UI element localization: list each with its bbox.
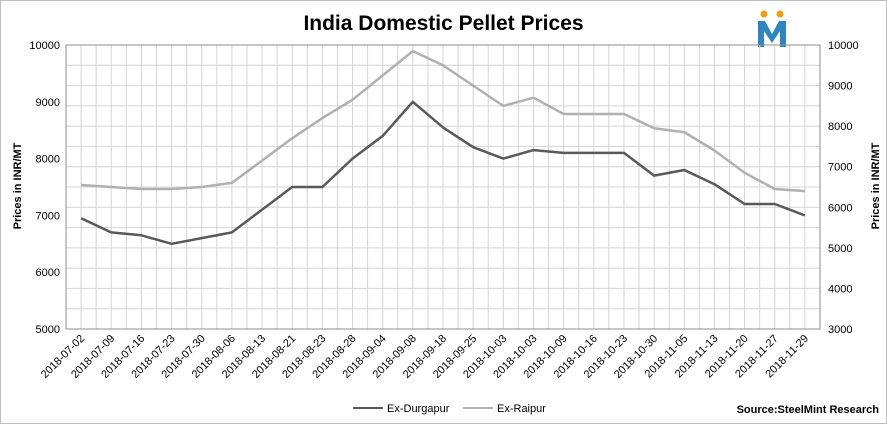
grid-layer xyxy=(65,44,821,330)
y-tick-label-left: 6000 xyxy=(36,267,60,279)
y-tick-label-left: 7000 xyxy=(36,210,60,222)
y-tick-label-right: 3000 xyxy=(828,324,852,336)
y-axis-label-left: Prices in INR/MT xyxy=(12,142,24,229)
steelmint-logo xyxy=(758,10,786,47)
series-line-ex-durgapur xyxy=(80,100,806,246)
y-tick-label-right: 9000 xyxy=(828,81,852,93)
axis-layer: 5000 6000 7000 8000 9000 10000 3000 4000 5000 600… xyxy=(29,40,858,381)
y-tick-label-right: 8000 xyxy=(828,121,852,133)
legend-label-raipur: Ex-Raipur xyxy=(497,403,546,415)
y-tick-label-right: 6000 xyxy=(828,202,852,214)
y-tick-label-right: 7000 xyxy=(828,162,852,174)
source-note: Source:SteelMint Research xyxy=(736,404,879,416)
chart-title: India Domestic Pellet Prices xyxy=(303,12,584,35)
series-layer xyxy=(80,49,806,246)
y-tick-label-left: 9000 xyxy=(36,97,60,109)
plot-area xyxy=(65,44,821,330)
y-tick-label-left: 10000 xyxy=(29,40,60,52)
y-tick-label-left: 5000 xyxy=(36,324,60,336)
y-tick-label-right: 5000 xyxy=(828,243,852,255)
y-tick-label-right: 4000 xyxy=(828,283,852,295)
y-tick-label-left: 8000 xyxy=(36,154,60,166)
y-axis-label-right: Prices in INR/MT xyxy=(870,142,882,229)
legend: Ex-Durgapur Ex-Raipur xyxy=(353,403,546,415)
legend-label-durgapur: Ex-Durgapur xyxy=(387,403,450,415)
series-line-ex-raipur xyxy=(81,49,805,193)
y-tick-label-right: 10000 xyxy=(828,40,859,52)
